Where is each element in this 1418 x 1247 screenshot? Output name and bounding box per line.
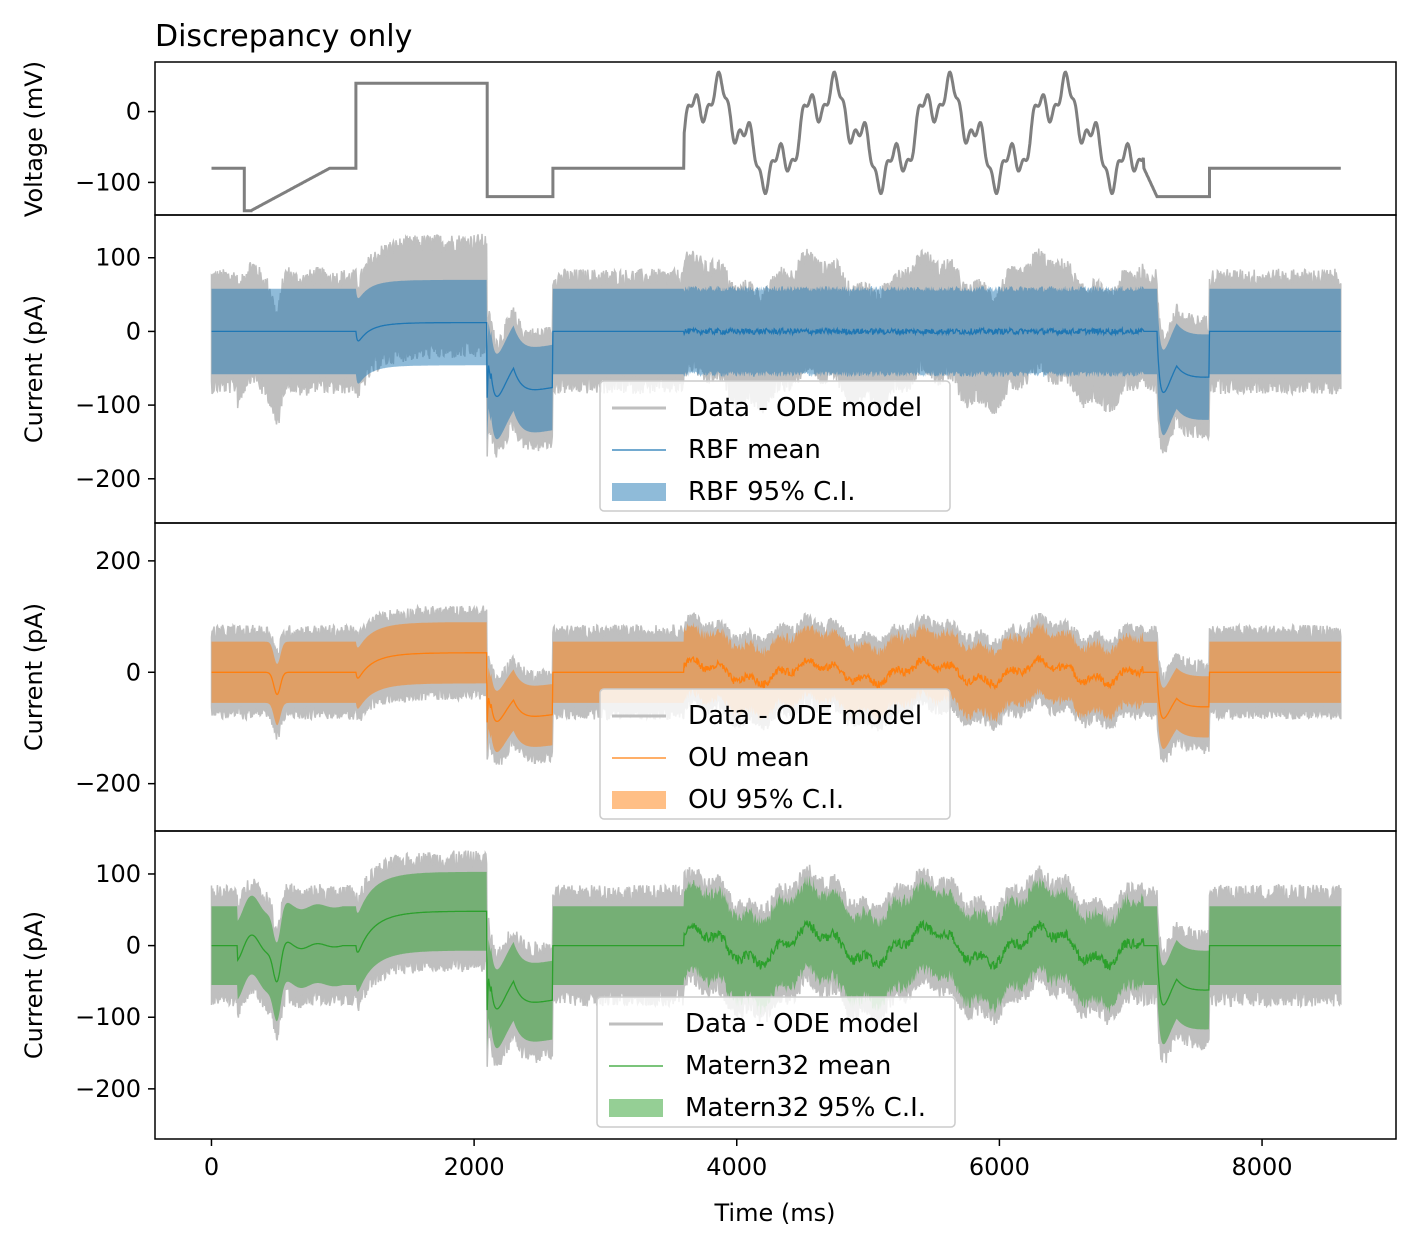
legend-entry: RBF mean xyxy=(688,435,821,465)
voltage-protocol-line xyxy=(211,70,1341,213)
legend-frame xyxy=(599,380,951,512)
ci-band xyxy=(211,279,1341,441)
legend-swatch-band xyxy=(612,791,666,809)
y-tick-label: 0 xyxy=(126,932,141,960)
x-tick-label: 0 xyxy=(204,1153,219,1181)
y-tick-label: −200 xyxy=(75,770,141,798)
legend-entry: Matern32 mean xyxy=(685,1051,891,1081)
y-tick-label: −200 xyxy=(75,1075,141,1103)
x-tick-label: 6000 xyxy=(969,1153,1030,1181)
mean-line xyxy=(211,321,1341,398)
ou-plot xyxy=(210,603,1342,765)
ylabel-rbf: Current (pA) xyxy=(20,295,48,443)
mean-line xyxy=(211,910,1341,1011)
legend-entry: Data - ODE model xyxy=(685,1009,919,1039)
ylabel-matern: Current (pA) xyxy=(20,911,48,1059)
y-tick-label: 100 xyxy=(95,244,141,272)
ylabel-voltage: Voltage (mV) xyxy=(20,61,48,217)
y-tick-label: 100 xyxy=(95,860,141,888)
x-tick-label: 4000 xyxy=(706,1153,767,1181)
matern-plot xyxy=(210,850,1342,1067)
legend-swatch-band xyxy=(612,483,666,501)
y-tick-label: −100 xyxy=(75,1003,141,1031)
y-tick-label: 0 xyxy=(126,317,141,345)
matern-legend: Data - ODE model Matern32 mean Matern32 95… xyxy=(596,996,956,1128)
y-tick-label: −200 xyxy=(75,465,141,493)
legend-entry: OU 95% C.I. xyxy=(688,785,844,815)
voltage-plot xyxy=(211,70,1341,213)
y-tick-label: −100 xyxy=(75,391,141,419)
ou-legend: Data - ODE model OU mean OU 95% C.I. xyxy=(599,688,951,820)
x-axis-label: Time (ms) xyxy=(714,1199,836,1227)
figure-title: Discrepancy only xyxy=(155,19,412,54)
y-tick-label: −100 xyxy=(75,168,141,196)
legend-frame xyxy=(599,688,951,820)
legend-entry: Matern32 95% C.I. xyxy=(685,1093,926,1123)
y-tick-label: 0 xyxy=(126,658,141,686)
legend-entry: Data - ODE model xyxy=(688,701,922,731)
legend-entry: RBF 95% C.I. xyxy=(688,477,856,507)
x-tick-label: 8000 xyxy=(1232,1153,1293,1181)
ci-band xyxy=(211,620,1341,753)
y-tick-label: 200 xyxy=(95,547,141,575)
legend-frame xyxy=(596,996,956,1128)
legend-swatch-band xyxy=(609,1099,663,1117)
mean-line xyxy=(211,652,1341,723)
x-tick-label: 2000 xyxy=(444,1153,505,1181)
legend-entry: Data - ODE model xyxy=(688,393,922,423)
rbf-plot xyxy=(210,233,1342,458)
ylabel-ou: Current (pA) xyxy=(20,603,48,751)
rbf-legend: Data - ODE model RBF mean RBF 95% C.I. xyxy=(599,380,951,512)
axes-frame xyxy=(154,830,1397,1140)
legend-entry: OU mean xyxy=(688,743,810,773)
y-tick-label: 0 xyxy=(126,98,141,126)
